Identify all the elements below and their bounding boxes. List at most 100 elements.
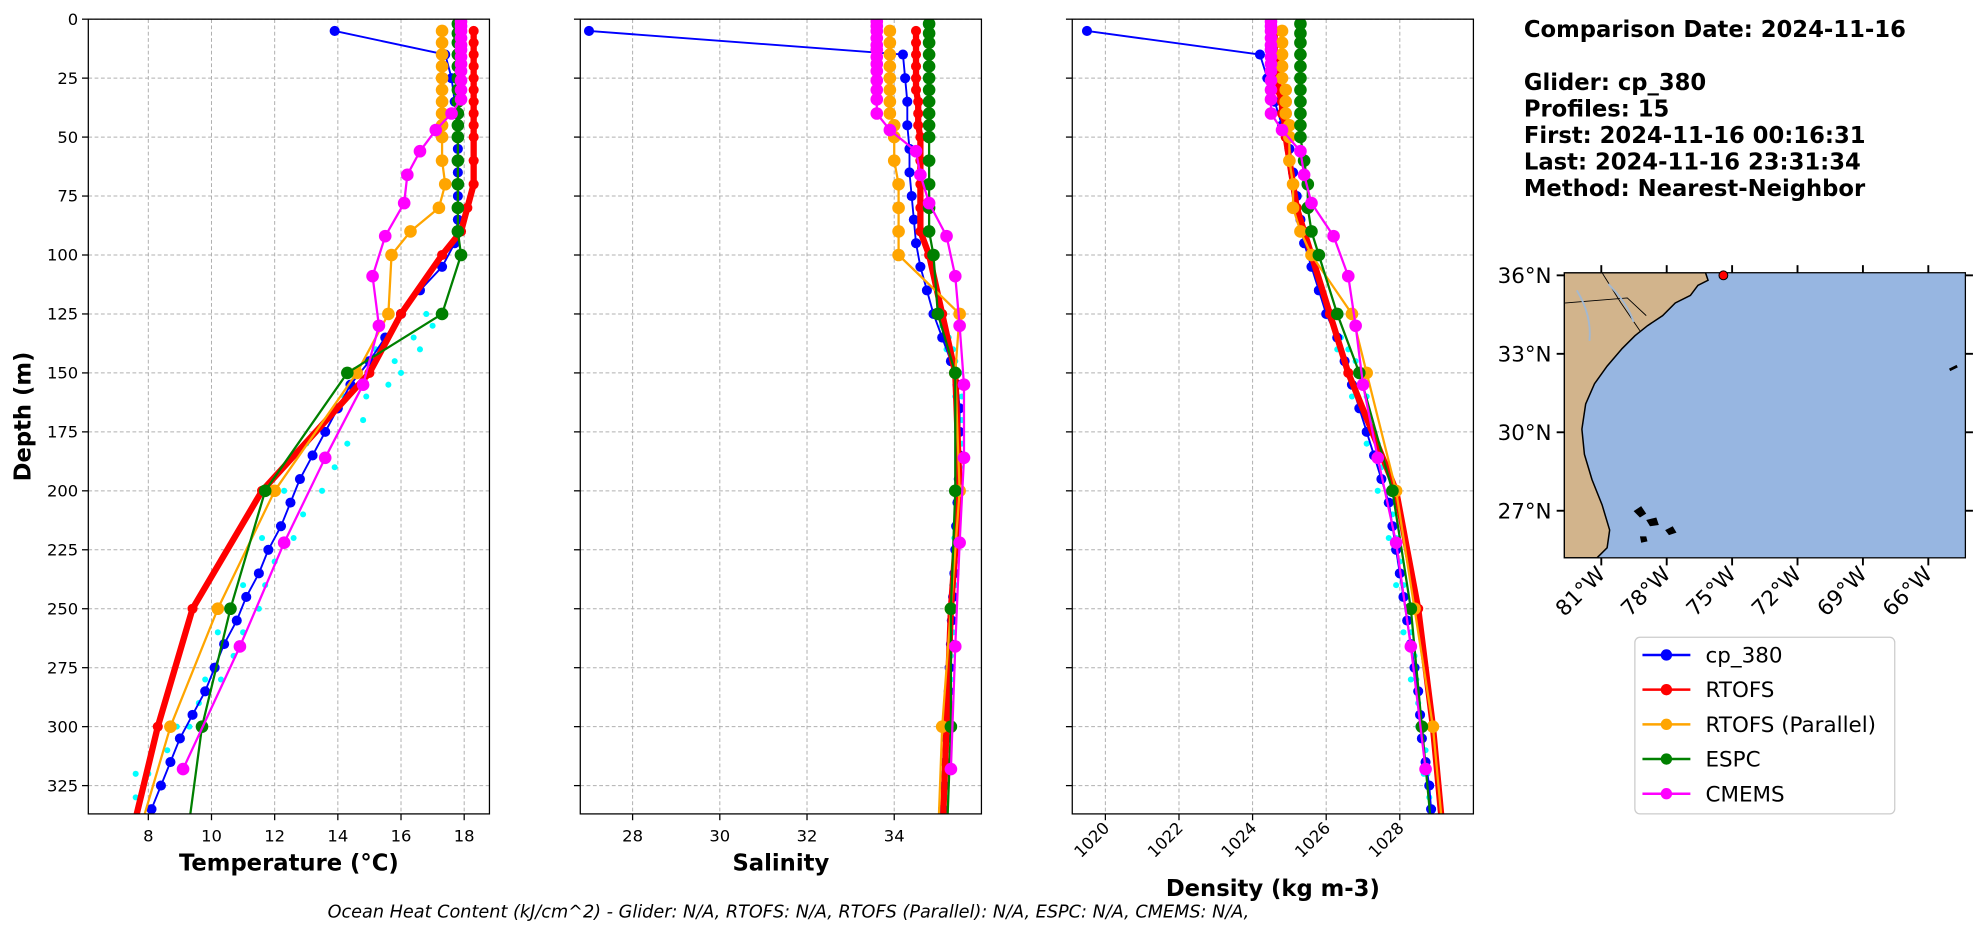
series-marker: [1275, 48, 1289, 61]
series-marker: [922, 27, 936, 40]
series-marker: [944, 720, 958, 733]
axes-frame: [579, 18, 983, 815]
series-marker: [1438, 838, 1451, 851]
series-line: [182, 21, 463, 770]
series-marker: [922, 118, 936, 132]
series-marker: [454, 83, 468, 97]
series-marker: [1294, 118, 1307, 132]
series-marker: [155, 780, 166, 791]
series-marker: [892, 177, 905, 191]
series-marker: [1279, 107, 1293, 120]
series-marker: [176, 762, 190, 776]
x-tick-label: 1024: [1218, 818, 1261, 861]
series-marker: [468, 179, 479, 190]
series-marker: [435, 71, 449, 85]
x-axis-label: Salinity: [732, 851, 829, 877]
x-tick-label: 18: [454, 827, 475, 846]
series-marker: [435, 95, 449, 109]
series-marker: [937, 840, 947, 850]
series-marker: [1254, 49, 1265, 60]
series-marker: [900, 73, 911, 84]
series-marker: [915, 202, 926, 213]
series-marker: [329, 25, 340, 37]
series-marker: [468, 132, 479, 143]
series-marker: [1294, 71, 1307, 85]
map-lat-label: 33°N: [1498, 342, 1552, 367]
series-marker: [931, 307, 945, 321]
series-marker: [1343, 367, 1354, 378]
series-marker: [915, 226, 926, 237]
series-marker: [1426, 804, 1437, 814]
series-marker: [1294, 60, 1307, 73]
footer: Ocean Heat Content (kJ/cm^2) - Glider: N…: [328, 902, 1250, 922]
x-tick-label: 32: [797, 827, 818, 846]
series-marker: [1341, 269, 1355, 283]
x-tick-label: 8: [143, 827, 153, 846]
y-tick-label: 150: [47, 364, 78, 383]
series-marker: [1264, 74, 1278, 87]
series-marker: [435, 107, 449, 120]
y-tick-label: 175: [47, 423, 78, 442]
x-tick-label: 1026: [1291, 818, 1334, 861]
series-marker: [1312, 248, 1326, 262]
series-marker: [451, 130, 465, 144]
series-marker: [908, 214, 919, 225]
series-marker: [454, 64, 468, 78]
series-marker: [922, 177, 936, 191]
series-marker: [211, 602, 225, 616]
series-marker: [263, 544, 274, 555]
series-marker: [165, 756, 176, 768]
info-line: First: 2024-11-16 00:16:31: [1524, 123, 1866, 149]
x-tick-label: 1020: [1070, 818, 1113, 861]
series-marker: [356, 378, 370, 392]
series-marker: [395, 308, 407, 320]
series-marker: [468, 96, 479, 107]
y-tick-label: 325: [47, 776, 78, 795]
y-axis-label: Depth (m): [10, 352, 36, 482]
series-marker: [1330, 307, 1344, 321]
series-marker: [1275, 60, 1289, 73]
series-marker: [927, 248, 940, 262]
profile-point: [132, 770, 139, 777]
series-marker: [913, 108, 924, 119]
series-marker: [231, 615, 242, 626]
series-marker: [1275, 123, 1289, 137]
series-marker: [241, 591, 252, 602]
map-lat-label: 36°N: [1498, 264, 1552, 289]
series-marker: [468, 108, 479, 119]
glider-location: [1718, 270, 1729, 281]
legend-marker: [1660, 718, 1673, 731]
series-marker: [1353, 366, 1366, 380]
legend-marker: [1660, 788, 1673, 800]
series-marker: [887, 154, 901, 167]
series-marker: [1297, 168, 1311, 182]
panel: 1020 1022 1024 1026 1028 Density (kg m-3): [1065, 18, 1475, 902]
legend-box: [1634, 636, 1896, 815]
profile-point: [164, 747, 171, 754]
series-marker: [275, 521, 287, 532]
series-marker: [1345, 307, 1359, 321]
profile-point: [300, 511, 307, 518]
y-tick-label: 275: [47, 658, 78, 677]
y-tick-label: 100: [47, 246, 78, 265]
series-marker: [883, 123, 897, 137]
series-marker: [468, 49, 479, 60]
profile-point: [410, 334, 417, 341]
series-marker: [437, 249, 448, 261]
series-marker: [1264, 83, 1278, 97]
series-marker: [1305, 196, 1318, 210]
series-marker: [1371, 451, 1385, 465]
series-marker: [870, 83, 884, 97]
plot-area: [1081, 19, 1451, 851]
series-marker: [948, 269, 962, 283]
series-marker: [382, 307, 395, 321]
panel: 28 30 32 34 Salinity: [573, 18, 983, 877]
map-lon-label: 81°W: [1551, 562, 1611, 622]
profile-point: [385, 381, 392, 388]
profile-point: [1393, 582, 1400, 589]
series-marker: [454, 74, 468, 87]
profile-point: [331, 464, 338, 471]
series-marker: [164, 720, 177, 733]
series-marker: [883, 83, 897, 97]
series-marker: [1426, 720, 1440, 733]
